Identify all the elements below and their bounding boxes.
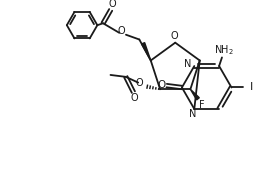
Text: N: N (189, 109, 196, 119)
Polygon shape (142, 43, 151, 60)
Text: O: O (117, 26, 125, 36)
Text: O: O (170, 31, 178, 41)
Text: O: O (158, 80, 166, 90)
Text: I: I (250, 82, 253, 93)
Text: NH$_2$: NH$_2$ (214, 43, 234, 57)
Text: F: F (199, 100, 205, 111)
Text: N: N (184, 59, 191, 69)
Polygon shape (190, 89, 199, 100)
Text: O: O (135, 78, 143, 88)
Text: O: O (131, 93, 138, 103)
Text: O: O (109, 0, 116, 9)
